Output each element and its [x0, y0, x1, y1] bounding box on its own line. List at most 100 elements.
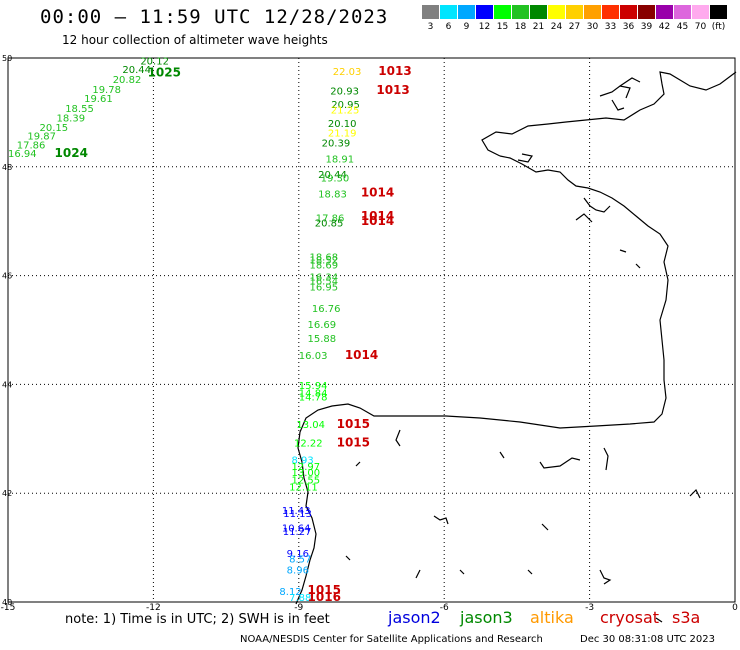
- wave-height-label: 12.97: [292, 462, 321, 473]
- legend-swatch: [494, 5, 511, 19]
- wave-height-label: 9.16: [287, 549, 309, 560]
- legend-label: 42: [658, 22, 671, 32]
- wave-height-label: 12.11: [289, 482, 318, 493]
- legend-swatch: [440, 5, 457, 19]
- wave-height-label: 20.85: [315, 219, 344, 230]
- legend-swatch: [566, 5, 583, 19]
- legend-label: 6: [445, 22, 452, 32]
- legend-label: 3: [427, 22, 434, 32]
- pressure-label: 1014: [361, 214, 394, 228]
- wave-height-label: 8.93: [292, 455, 314, 466]
- legend-label: 12: [478, 22, 491, 32]
- legend-swatch: [458, 5, 475, 19]
- wave-height-label: 18.69: [309, 261, 338, 272]
- map-title: 00:00 – 11:59 UTC 12/28/2023: [40, 6, 389, 28]
- pressure-label: 1014: [361, 186, 394, 200]
- wave-height-label: 21.25: [331, 105, 360, 116]
- legend-label: 30: [586, 22, 599, 32]
- wave-height-label: 11.27: [283, 527, 312, 538]
- lat-tick-label: 50: [2, 54, 12, 63]
- wave-height-label: 8.96: [287, 566, 309, 577]
- wave-height-label: 19.30: [321, 173, 350, 184]
- wave-height-label: 20.44: [318, 170, 347, 181]
- pressure-label: 1013: [376, 83, 409, 97]
- lat-tick-label: 46: [2, 272, 12, 281]
- wave-height-label: 12.55: [292, 475, 321, 486]
- lat-tick-label: 44: [2, 380, 12, 389]
- coastline: [295, 71, 737, 623]
- wave-height-label: 8.12: [279, 587, 301, 598]
- pressure-labels: 1025102410131013101410141014101410151015…: [55, 64, 412, 604]
- wave-height-label: 14.84: [299, 388, 328, 399]
- wave-height-label: 20.39: [322, 139, 351, 150]
- wave-height-label: 18.83: [318, 189, 347, 200]
- wave-height-label: 16.69: [308, 320, 337, 331]
- legend-swatch: [548, 5, 565, 19]
- lat-tick-label: 40: [2, 598, 12, 607]
- wave-height-label: 18.91: [325, 154, 354, 165]
- legend-unit: (ft): [711, 22, 726, 32]
- wave-height-label: 16.76: [312, 304, 341, 315]
- legend-swatch: [710, 5, 727, 19]
- lon-tick-label: -6: [440, 603, 449, 613]
- map-frame: [7, 57, 736, 603]
- legend-swatch: [422, 5, 439, 19]
- pressure-label: 1015: [337, 417, 370, 431]
- mission-s3a: s3a: [672, 608, 701, 627]
- legend-label: 36: [622, 22, 635, 32]
- wave-height-label: 20.44: [122, 65, 151, 76]
- lon-tick-label: 0: [732, 603, 738, 613]
- wave-height-label: 16.03: [299, 351, 328, 362]
- legend-swatch: [656, 5, 673, 19]
- wave-height-label: 20.95: [331, 100, 360, 111]
- wave-height-label: 22.03: [333, 67, 362, 78]
- wave-height-label: 15.94: [299, 381, 328, 392]
- wave-height-label: 20.12: [140, 57, 169, 68]
- legend-swatch: [620, 5, 637, 19]
- lon-tick-label: -9: [294, 603, 303, 613]
- legend-label: 15: [496, 22, 509, 32]
- wave-height-label: 21.19: [328, 128, 357, 139]
- wave-height-label: 20.82: [113, 75, 142, 86]
- lon-tick-label: -12: [146, 603, 161, 613]
- legend-label: 39: [640, 22, 653, 32]
- wave-height-label: 20.15: [40, 123, 69, 134]
- legend-swatch: [476, 5, 493, 19]
- lat-tick-label: 48: [2, 163, 12, 172]
- legend-label: 70: [694, 22, 707, 32]
- legend-swatch: [674, 5, 691, 19]
- wave-height-label: 19.78: [92, 85, 121, 96]
- wave-height-labels: 20.1220.4420.8219.7819.6118.5518.3920.15…: [8, 57, 361, 604]
- wave-height-label: 20.10: [328, 119, 357, 130]
- wave-height-label: 16.34: [309, 272, 338, 283]
- wave-height-label: 20.93: [330, 86, 359, 97]
- pressure-label: 1015: [337, 435, 370, 449]
- legend-label: 45: [676, 22, 689, 32]
- lat-tick-label: 42: [2, 489, 12, 498]
- wave-height-label: 10.64: [282, 523, 311, 534]
- wave-height-label: 13.00: [292, 468, 321, 479]
- legend-swatch: [692, 5, 709, 19]
- wave-height-label: 18.52: [309, 256, 338, 267]
- pressure-label: 1015: [308, 583, 341, 597]
- legend-swatch: [512, 5, 529, 19]
- map-subtitle: 12 hour collection of altimeter wave hei…: [62, 33, 328, 47]
- pressure-label: 1024: [55, 146, 88, 160]
- wave-height-label: 11.43: [282, 506, 311, 517]
- legend-swatch: [638, 5, 655, 19]
- legend-label: 33: [604, 22, 617, 32]
- wave-height-label: 16.94: [8, 149, 37, 160]
- footer-note: note: 1) Time is in UTC; 2) SWH is in fe…: [65, 612, 330, 627]
- wave-height-label: 12.22: [294, 438, 323, 449]
- wave-height-label: 11.13: [283, 509, 312, 520]
- mission-jason3: jason3: [460, 608, 513, 627]
- wave-height-label: 7.88: [289, 593, 311, 604]
- lon-tick-label: -3: [585, 603, 594, 613]
- legend-label: 9: [463, 22, 470, 32]
- legend-label: 24: [550, 22, 563, 32]
- legend-label: 21: [532, 22, 545, 32]
- mission-altika: altika: [530, 608, 574, 627]
- wave-height-label: 19.87: [27, 132, 56, 143]
- legend-swatch: [584, 5, 601, 19]
- graticule: [7, 57, 736, 603]
